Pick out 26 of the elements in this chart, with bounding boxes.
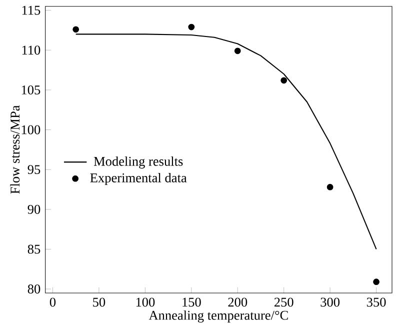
y-tick-label: 115 xyxy=(22,6,40,15)
x-tick-label: 100 xyxy=(136,298,155,307)
x-tick-label: 150 xyxy=(182,298,201,307)
point xyxy=(280,77,288,84)
x-tick-label: 300 xyxy=(320,298,340,307)
y-tick-label: 100 xyxy=(22,125,40,134)
y-tick-label: 80 xyxy=(28,284,40,294)
legend-label: Modeling results xyxy=(94,156,183,169)
x-tick-label: 350 xyxy=(366,298,386,307)
x-tick-label: 200 xyxy=(228,298,248,307)
y-tick-label: 90 xyxy=(28,204,40,214)
y-tick-label: 105 xyxy=(22,85,40,94)
point xyxy=(373,278,380,286)
x-axis-title: Annealing temperature/°C xyxy=(148,310,288,323)
legend-label: Experimental data xyxy=(90,173,187,186)
y-tick-label: 95 xyxy=(28,165,40,174)
x-tick-label: 250 xyxy=(274,298,294,307)
x-tick-label: 0 xyxy=(50,298,56,307)
point xyxy=(72,26,80,33)
y-tick-label: 110 xyxy=(22,46,40,55)
point xyxy=(326,184,334,190)
point xyxy=(234,48,241,54)
y-tick-label: 85 xyxy=(28,244,40,254)
y-axis-title: Flow stress/MPa xyxy=(10,105,20,194)
point xyxy=(188,24,195,30)
x-tick-label: 50 xyxy=(93,298,106,307)
